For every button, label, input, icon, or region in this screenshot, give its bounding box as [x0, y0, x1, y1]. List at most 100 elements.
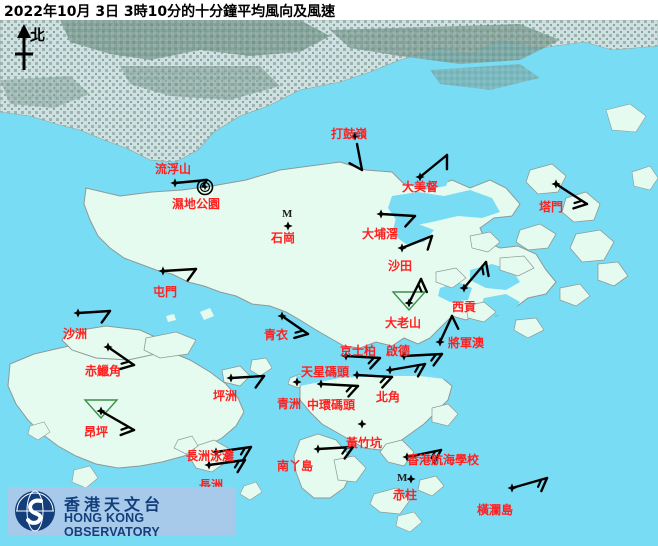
station-label-tap-mun: 塔門: [539, 200, 564, 214]
wind-barb-full: [186, 267, 198, 282]
wind-barb-half: [430, 450, 437, 460]
station-label-stanley: 赤柱: [393, 488, 418, 502]
north-label: 北: [30, 26, 46, 44]
station-lamma-island[interactable]: [313, 444, 355, 460]
station-label-tseung-kwan-o: 將軍澳: [448, 336, 485, 350]
station-label-kai-tak: 啟德: [386, 344, 411, 358]
wind-barb-half: [239, 446, 247, 456]
missing-data-flag: M: [282, 208, 293, 220]
page-title: 2022年10月 3日 3時10分的十分鐘平均風向及風速: [4, 4, 336, 20]
wind-barb-full: [572, 202, 589, 210]
wind-barb-shaft: [229, 374, 266, 380]
station-sha-tin[interactable]: [397, 234, 434, 253]
title-bar: 2022年10月 3日 3時10分的十分鐘平均風向及風速: [0, 0, 658, 20]
station-label-sha-chau: 沙洲: [63, 327, 88, 341]
station-ngong-ping[interactable]: [83, 399, 136, 437]
station-chek-lap-kok[interactable]: [103, 342, 136, 371]
station-label-sai-kung: 西貢: [452, 300, 477, 314]
wind-barb-full: [293, 332, 310, 340]
wind-barb-half: [120, 360, 131, 365]
station-north-point[interactable]: [385, 362, 427, 378]
station-marker: [350, 131, 360, 141]
wind-barb-full: [381, 375, 394, 389]
logo-english-name: HONG KONG OBSERVATORY: [64, 511, 160, 539]
station-sha-chau[interactable]: [73, 308, 112, 324]
wind-barb-full: [119, 428, 136, 437]
wind-barb-half: [481, 265, 485, 276]
wind-barb-shaft: [418, 153, 449, 179]
wind-barb-full: [540, 476, 549, 493]
wind-barb-full: [433, 448, 443, 464]
station-label-hk-sea-school: 香港航海學校: [407, 453, 480, 467]
wind-barb-half: [367, 356, 376, 365]
station-star-ferry[interactable]: [352, 370, 394, 389]
wind-barb-full: [416, 362, 427, 378]
station-green-island[interactable]: [292, 377, 302, 387]
station-cheung-chau-beach[interactable]: [211, 445, 253, 461]
station-label-tai-po-kau: 大埔滘: [362, 227, 399, 241]
wind-barb-half: [379, 375, 388, 384]
station-label-green-island: 青洲: [277, 397, 302, 411]
wind-barb-half: [345, 384, 354, 393]
station-tai-mei-tuk[interactable]: [415, 153, 449, 182]
wind-barb-shaft: [407, 277, 423, 305]
station-label-tsing-yi: 青衣: [264, 328, 289, 342]
wind-barb-full: [242, 445, 253, 461]
wind-barb-shaft: [106, 345, 136, 367]
wind-barb-half: [233, 459, 241, 469]
station-ta-kwu-ling[interactable]: [348, 131, 364, 172]
station-tate-s-cairn[interactable]: [391, 277, 429, 312]
station-label-king-s-park: 京士柏: [340, 344, 377, 358]
station-marker: [292, 377, 302, 387]
station-label-tai-mei-tuk: 大美督: [402, 180, 439, 194]
wind-barb-full: [343, 445, 355, 460]
station-label-wong-chuk-hang: 黃竹坑: [346, 436, 383, 450]
station-label-lau-fau-shan: 流浮山: [155, 162, 192, 176]
map-canvas[interactable]: [0, 20, 658, 546]
wind-barb-shaft: [438, 314, 454, 344]
elevated-station-marker: [83, 399, 119, 420]
wind-barb-half: [414, 363, 421, 373]
station-king-s-park[interactable]: [341, 351, 382, 370]
station-label-peng-chau: 坪洲: [213, 389, 238, 403]
station-peng-chau[interactable]: [226, 373, 266, 389]
station-wong-chuk-hang[interactable]: [357, 419, 367, 429]
wind-barb-layer[interactable]: [0, 20, 658, 546]
station-stanley[interactable]: [406, 474, 416, 484]
station-label-waglan-island: 橫瀾島: [477, 503, 514, 517]
station-central-pier[interactable]: [316, 379, 360, 398]
station-wetland-park[interactable]: [196, 178, 214, 196]
station-label-central-pier: 中環碼頭: [307, 398, 356, 412]
wind-barb-half: [573, 199, 584, 205]
station-kai-tak[interactable]: [399, 351, 444, 367]
station-shek-kong[interactable]: [283, 221, 293, 231]
station-tai-po-kau[interactable]: [376, 209, 417, 228]
hong-kong-basemap: [0, 20, 658, 546]
station-cheung-chau[interactable]: [204, 458, 247, 474]
station-tap-mun[interactable]: [551, 179, 589, 210]
hko-logo-icon: [15, 490, 55, 532]
wind-barb-shaft: [379, 212, 417, 218]
station-waglan-island[interactable]: [507, 476, 549, 493]
wind-barb-full: [426, 234, 434, 251]
station-marker: [201, 183, 209, 191]
wind-barb-full: [404, 214, 417, 228]
wind-barb-half: [201, 178, 209, 188]
wind-barb-full: [484, 260, 490, 278]
station-hk-sea-school[interactable]: [402, 448, 443, 464]
station-label-tuen-mun: 屯門: [153, 285, 178, 299]
wind-barb-shaft: [76, 309, 112, 315]
wind-barb-shaft: [161, 267, 198, 273]
station-tuen-mun[interactable]: [158, 266, 198, 282]
north-arrow-icon: [15, 24, 33, 70]
station-tseung-kwan-o[interactable]: [435, 314, 460, 347]
station-label-ta-kwu-ling: 打鼓嶺: [331, 127, 368, 141]
station-label-cheung-chau-beach: 長洲泳灘: [186, 449, 235, 463]
wind-barb-half: [341, 446, 349, 455]
station-sai-kung[interactable]: [459, 260, 490, 293]
station-label-lamma-island: 南丫島: [277, 459, 314, 473]
wind-barb-full: [450, 314, 460, 330]
station-tsing-yi[interactable]: [277, 311, 310, 340]
wind-barb-full: [119, 363, 136, 371]
